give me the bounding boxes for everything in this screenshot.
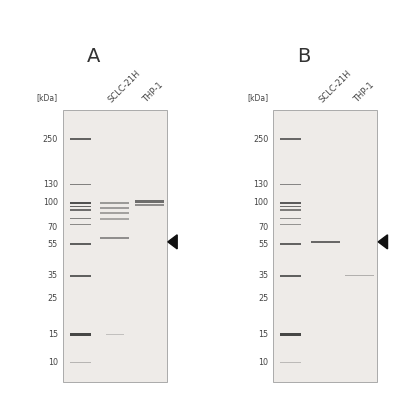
Bar <box>280 184 301 186</box>
Bar <box>70 209 91 211</box>
Bar <box>345 275 374 276</box>
Bar <box>100 237 129 239</box>
Text: 10: 10 <box>48 358 58 367</box>
Bar <box>280 202 301 204</box>
Text: 250: 250 <box>43 135 58 144</box>
Bar <box>280 243 301 245</box>
Text: 55: 55 <box>48 240 58 249</box>
Bar <box>280 138 301 140</box>
Text: 70: 70 <box>48 223 58 232</box>
Text: [kDa]: [kDa] <box>247 93 268 102</box>
Bar <box>280 218 301 219</box>
Bar <box>280 209 301 211</box>
Text: THP-1: THP-1 <box>141 80 165 104</box>
Text: 15: 15 <box>48 330 58 339</box>
Text: 35: 35 <box>258 271 268 280</box>
Bar <box>70 184 91 186</box>
Polygon shape <box>378 235 388 249</box>
Text: 25: 25 <box>48 294 58 304</box>
Text: THP-1: THP-1 <box>352 80 375 104</box>
Polygon shape <box>168 235 177 249</box>
Text: 130: 130 <box>254 180 268 189</box>
Bar <box>70 202 91 204</box>
Bar <box>135 200 164 203</box>
Bar <box>70 362 91 363</box>
Bar <box>70 206 91 207</box>
Text: 100: 100 <box>43 198 58 208</box>
Text: 250: 250 <box>253 135 268 144</box>
Bar <box>280 224 301 226</box>
Text: 100: 100 <box>254 198 268 208</box>
Bar <box>273 110 377 382</box>
Text: 35: 35 <box>48 271 58 280</box>
Bar <box>135 204 164 206</box>
Text: 55: 55 <box>258 240 268 249</box>
Bar <box>70 138 91 140</box>
Text: SCLC-21H: SCLC-21H <box>317 68 353 104</box>
Text: A: A <box>87 47 101 66</box>
Bar <box>100 218 129 220</box>
Text: [kDa]: [kDa] <box>37 93 58 102</box>
Bar <box>70 218 91 219</box>
Text: 130: 130 <box>43 180 58 189</box>
Bar <box>70 275 91 277</box>
Bar <box>280 362 301 363</box>
Text: 25: 25 <box>258 294 268 304</box>
Bar <box>70 224 91 226</box>
Bar <box>70 243 91 245</box>
Bar <box>100 212 129 214</box>
Bar <box>280 275 301 277</box>
Text: SCLC-21H: SCLC-21H <box>107 68 142 104</box>
Bar <box>70 333 91 336</box>
Text: 15: 15 <box>258 330 268 339</box>
Bar <box>100 202 129 204</box>
Bar <box>280 333 301 336</box>
Text: B: B <box>297 47 311 66</box>
Bar <box>62 110 167 382</box>
Text: 10: 10 <box>258 358 268 367</box>
Bar <box>106 334 124 335</box>
Bar <box>280 206 301 207</box>
Bar <box>310 240 340 243</box>
Bar <box>100 207 129 209</box>
Text: 70: 70 <box>258 223 268 232</box>
